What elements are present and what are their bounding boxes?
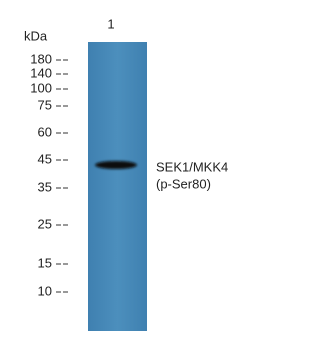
band-label: (p-Ser80) — [156, 176, 211, 191]
marker-label: 10 — [38, 283, 52, 298]
marker-label: 45 — [38, 151, 52, 166]
marker-label: 180 — [30, 51, 52, 66]
marker-label: 60 — [38, 124, 52, 139]
marker-label: 15 — [38, 255, 52, 270]
band-label: SEK1/MKK4 — [156, 159, 228, 174]
band — [95, 161, 137, 169]
marker-label: 100 — [30, 80, 52, 95]
marker-label: 75 — [38, 97, 52, 112]
lane-label: 1 — [107, 16, 114, 31]
unit-label: kDa — [24, 28, 48, 43]
marker-label: 25 — [38, 216, 52, 231]
marker-label: 140 — [30, 65, 52, 80]
lane — [88, 42, 147, 331]
marker-label: 35 — [38, 179, 52, 194]
